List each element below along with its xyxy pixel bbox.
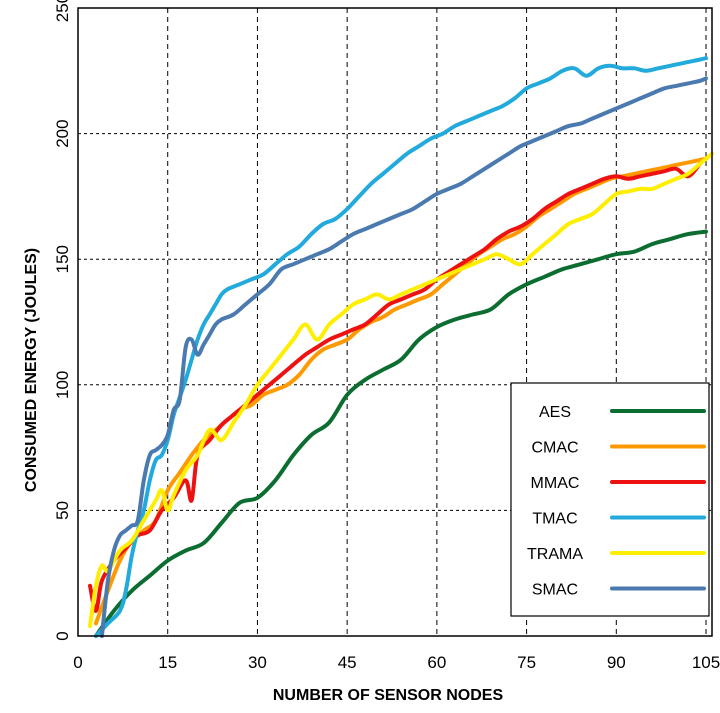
x-tick-label-5: 75 [517, 653, 536, 672]
plot-frame [77, 7, 713, 637]
series-line-cmac [93, 156, 708, 626]
y-tick-label-1: 50 [53, 501, 72, 520]
y-tick-label-3: 150 [53, 245, 72, 273]
y-axis-label: CONSUMED ENERGY (JOULES) [23, 248, 40, 492]
series-lines [88, 56, 714, 638]
legend-label-smac: SMAC [532, 582, 578, 599]
x-tick-label-6: 90 [607, 653, 626, 672]
series-line-mmac [88, 161, 702, 613]
legend-label-aes: AES [539, 404, 571, 421]
y-tick-label-2: 100 [53, 371, 72, 399]
legend-label-tmac: TMAC [532, 511, 577, 528]
x-tick-label-7: 105 [692, 653, 720, 672]
legend-box [510, 382, 710, 617]
x-tick-label-2: 30 [248, 653, 267, 672]
y-tick-label-4: 200 [53, 119, 72, 147]
x-tick-label-4: 60 [427, 653, 446, 672]
series-line-smac [99, 76, 708, 638]
x-tick-label-1: 15 [158, 653, 177, 672]
x-axis-label: NUMBER OF SENSOR NODES [273, 687, 504, 704]
legend-label-cmac: CMAC [531, 440, 578, 457]
y-tick-label-0: 0 [53, 631, 72, 640]
x-tick-label-3: 45 [338, 653, 357, 672]
legend-label-trama: TRAMA [527, 546, 583, 563]
y-tick-labels: 0 50 100 150 200 250 [53, 0, 72, 641]
legend: AES CMAC MMAC TMAC TRAMA SMAC [510, 382, 710, 617]
y-tick-label-5: 250 [53, 0, 72, 22]
x-tick-labels: 0 15 30 45 60 75 90 105 [73, 653, 720, 672]
x-tick-label-0: 0 [73, 653, 82, 672]
series-line-tmac [93, 56, 708, 638]
legend-label-mmac: MMAC [531, 475, 580, 492]
series-line-aes [93, 229, 708, 638]
series-line-trama [88, 151, 714, 628]
